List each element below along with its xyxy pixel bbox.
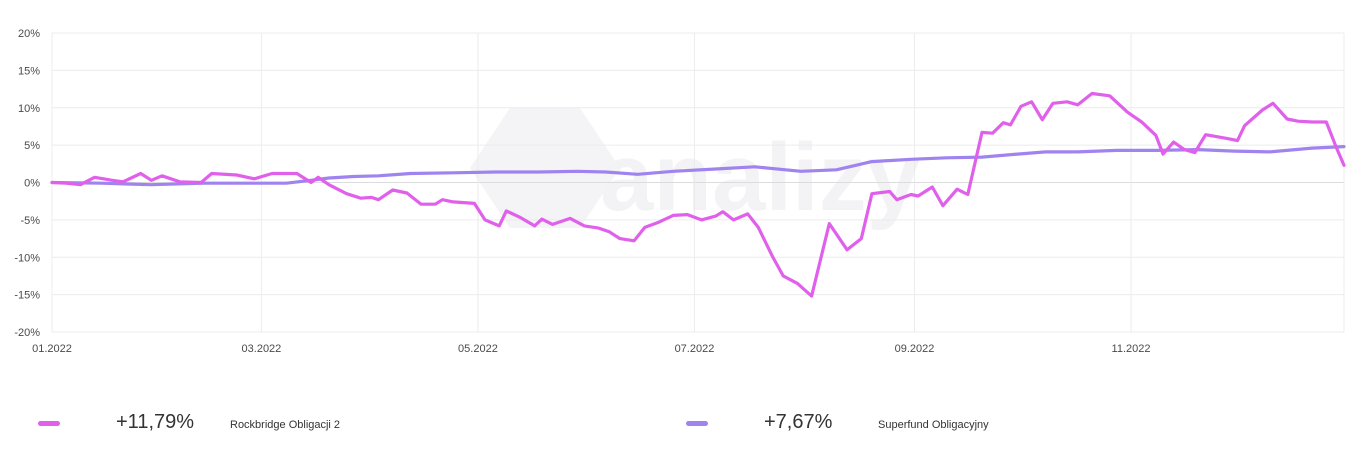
x-tick-label: 09.2022 <box>895 343 935 355</box>
legend-value-rockbridge: +11,79% <box>116 411 195 433</box>
x-tick-label: 07.2022 <box>675 343 715 355</box>
watermark-text: analizy <box>600 124 920 231</box>
line-chart: analizy 20% 15% 10% 5% 0% -5% -10% -15% -20% 01.2… <box>14 28 1346 355</box>
legend-value-superfund: +7,67% <box>764 411 833 433</box>
x-tick-label: 01.2022 <box>32 343 72 355</box>
series <box>50 91 1346 298</box>
y-tick-label: -20% <box>14 327 40 339</box>
y-tick-label: 10% <box>18 103 40 115</box>
legend-swatch-superfund <box>686 421 708 426</box>
axes: 20% 15% 10% 5% 0% -5% -10% -15% -20% 01.2022 03.20… <box>14 28 1150 355</box>
y-tick-label: 0% <box>24 178 40 190</box>
legend-item-rockbridge: +11,79% Rockbridge Obligacji 2 <box>38 408 368 438</box>
x-tick-label: 11.2022 <box>1112 343 1151 355</box>
watermark-hexagon-icon <box>470 108 620 228</box>
y-tick-label: 20% <box>18 28 40 40</box>
x-tick-label: 03.2022 <box>242 343 282 355</box>
y-tick-label: -5% <box>20 215 40 227</box>
y-tick-label: -15% <box>14 290 40 302</box>
y-tick-label: 15% <box>18 65 40 77</box>
legend-name-rockbridge: Rockbridge Obligacji 2 <box>230 419 341 431</box>
legend-item-superfund: +7,67% Superfund Obligacyjny <box>686 408 1016 438</box>
legend-name-superfund: Superfund Obligacyjny <box>878 419 989 431</box>
x-tick-label: 05.2022 <box>458 343 498 355</box>
series-line-0 <box>50 91 1346 298</box>
y-tick-label: 5% <box>24 140 40 152</box>
legend-swatch-rockbridge <box>38 421 60 426</box>
y-tick-label: -10% <box>14 252 40 264</box>
